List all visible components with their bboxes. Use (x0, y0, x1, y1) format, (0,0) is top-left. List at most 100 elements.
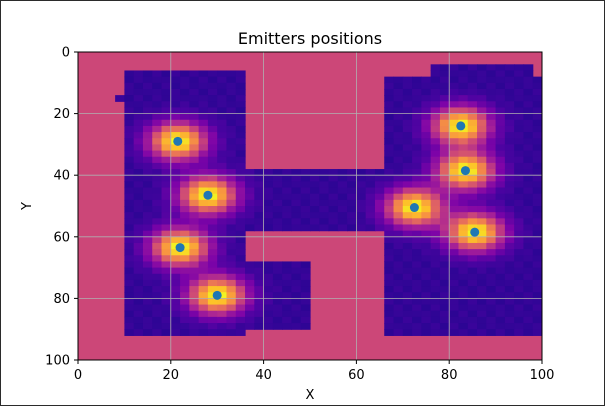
heat-cell (495, 230, 506, 238)
heat-cell (161, 323, 172, 330)
heat-cell (254, 304, 265, 312)
heat-cell (430, 206, 441, 213)
heat-cell (226, 323, 237, 330)
heat-cell (198, 212, 209, 219)
heat-cell (412, 175, 422, 182)
heat-cell (393, 242, 404, 250)
heat-cell (486, 82, 497, 90)
heat-cell (291, 279, 302, 287)
heat-cell (124, 156, 135, 164)
heat-cell (486, 95, 497, 102)
heat-cell (142, 169, 153, 176)
heat-cell (235, 273, 246, 281)
heat-cell (319, 181, 330, 189)
heat-cell (430, 304, 441, 312)
heat-cell (532, 175, 542, 182)
heat-cell (124, 323, 135, 330)
heat-cell (198, 310, 209, 318)
heat-cell (189, 125, 200, 133)
heat-cell (152, 113, 163, 121)
heat-cell (142, 310, 153, 318)
heat-cell (504, 144, 515, 152)
heat-cell (421, 230, 432, 238)
heat-cell (486, 316, 497, 324)
heat-cell (142, 212, 153, 219)
heat-cell (170, 304, 181, 312)
heat-cell (486, 144, 497, 152)
heat-cell (514, 242, 525, 250)
heat-cell (523, 70, 534, 78)
heat-cell (449, 70, 460, 78)
heat-cell (226, 138, 237, 145)
heat-cell (402, 267, 413, 275)
heat-cell (449, 187, 460, 195)
heat-cell (245, 261, 255, 269)
heat-cell (161, 316, 172, 324)
heat-cell (170, 199, 181, 207)
heat-cell (226, 101, 237, 109)
heat-cell (486, 236, 497, 244)
heat-cell (421, 267, 432, 275)
heat-cell (282, 187, 293, 195)
heat-cell (152, 101, 163, 109)
heat-cell (152, 138, 163, 145)
heat-cell (263, 169, 274, 176)
x-tick-label: 80 (441, 368, 458, 383)
heat-cell (124, 95, 135, 102)
heat-cell (189, 76, 200, 84)
heat-cell (458, 267, 469, 275)
heat-cell (217, 206, 228, 213)
heat-cell (161, 169, 172, 176)
heat-cell (421, 304, 432, 312)
heat-cell (207, 255, 218, 263)
heat-cell (189, 261, 200, 269)
heat-cell (402, 132, 413, 139)
heat-cell (180, 310, 190, 318)
heat-cell (532, 76, 542, 84)
heat-cell (142, 286, 153, 293)
heat-cell (124, 310, 135, 318)
heat-cell (430, 218, 441, 226)
heat-cell (291, 212, 302, 219)
heat-cell (207, 169, 218, 176)
heat-cell (458, 193, 469, 201)
heat-cell (133, 95, 144, 102)
heat-cell (532, 249, 542, 256)
heat-cell (161, 187, 172, 195)
heat-cell (384, 132, 395, 139)
heat-cell (477, 242, 487, 250)
heat-cell (486, 70, 497, 78)
heat-cell (198, 113, 209, 121)
heat-cell (170, 224, 181, 232)
heat-cell (356, 175, 367, 182)
heat-cell (393, 138, 404, 145)
heat-cell (514, 138, 525, 145)
heat-cell (217, 162, 228, 170)
heat-cell (328, 193, 339, 201)
heat-cell (189, 236, 200, 244)
heat-cell (467, 125, 478, 133)
heat-cell (439, 119, 450, 127)
heat-cell (124, 279, 135, 287)
heat-cell (152, 236, 163, 244)
heat-cell (449, 261, 460, 269)
heat-cell (142, 230, 153, 238)
heat-cell (421, 138, 432, 145)
heat-cell (523, 162, 534, 170)
heat-cell (421, 144, 432, 152)
heat-cell (514, 125, 525, 133)
heat-cell (486, 199, 497, 207)
heat-cell (523, 310, 534, 318)
heat-cell (263, 193, 274, 201)
heat-cell (449, 64, 460, 72)
heat-cell (393, 175, 404, 182)
heat-cell (412, 169, 422, 176)
heat-cell (421, 310, 432, 318)
heat-cell (449, 113, 460, 121)
heat-cell (282, 304, 293, 312)
heat-cell (217, 310, 228, 318)
heat-cell (337, 169, 348, 176)
heat-cell (124, 261, 135, 269)
heat-cell (189, 175, 200, 182)
